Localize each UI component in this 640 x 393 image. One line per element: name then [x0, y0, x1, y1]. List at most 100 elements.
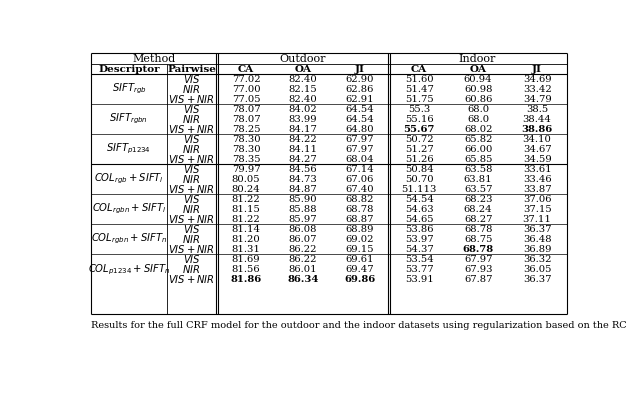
Text: $SIFT_{p1234}$: $SIFT_{p1234}$	[106, 142, 151, 156]
Text: CA: CA	[238, 64, 254, 73]
Text: 84.22: 84.22	[289, 135, 317, 144]
Text: $VIS+NIR$: $VIS+NIR$	[168, 123, 215, 135]
Text: 51.47: 51.47	[404, 84, 433, 94]
Text: 65.82: 65.82	[464, 135, 492, 144]
Text: 67.97: 67.97	[464, 255, 492, 264]
Text: 85.97: 85.97	[289, 215, 317, 224]
Text: 86.07: 86.07	[289, 235, 317, 244]
Text: 63.81: 63.81	[464, 175, 492, 184]
Text: 69.61: 69.61	[346, 255, 374, 264]
Text: 55.67: 55.67	[403, 125, 435, 134]
Text: 67.14: 67.14	[346, 165, 374, 174]
Text: 55.3: 55.3	[408, 105, 430, 114]
Text: 36.37: 36.37	[523, 275, 552, 284]
Text: $VIS+NIR$: $VIS+NIR$	[168, 243, 215, 255]
Text: 68.02: 68.02	[464, 125, 492, 134]
Text: 68.78: 68.78	[464, 225, 492, 234]
Text: Indoor: Indoor	[459, 54, 496, 64]
Text: 84.02: 84.02	[289, 105, 317, 114]
Text: 68.75: 68.75	[464, 235, 492, 244]
Text: 67.40: 67.40	[346, 185, 374, 194]
Text: 83.99: 83.99	[289, 115, 317, 124]
Text: 69.47: 69.47	[346, 265, 374, 274]
Text: 51.26: 51.26	[405, 155, 433, 164]
Text: 86.34: 86.34	[287, 275, 319, 284]
Text: 78.07: 78.07	[232, 115, 260, 124]
Text: 38.5: 38.5	[526, 105, 548, 114]
Text: 65.85: 65.85	[464, 155, 492, 164]
Text: 85.88: 85.88	[289, 205, 317, 214]
Text: 81.31: 81.31	[232, 245, 260, 254]
Text: 33.46: 33.46	[523, 175, 552, 184]
Text: 62.91: 62.91	[346, 95, 374, 104]
Text: 50.72: 50.72	[405, 135, 433, 144]
Text: 78.25: 78.25	[232, 125, 260, 134]
Text: $COL_{p1234}+SIFT_n$: $COL_{p1234}+SIFT_n$	[88, 262, 170, 277]
Text: 81.22: 81.22	[232, 195, 260, 204]
Text: 33.42: 33.42	[523, 84, 552, 94]
Text: 36.89: 36.89	[523, 245, 552, 254]
Text: 62.90: 62.90	[346, 75, 374, 84]
Text: 81.56: 81.56	[232, 265, 260, 274]
Text: 82.15: 82.15	[289, 84, 317, 94]
Text: 78.30: 78.30	[232, 135, 260, 144]
Text: 80.24: 80.24	[232, 185, 260, 194]
Text: 68.27: 68.27	[464, 215, 492, 224]
Text: JI: JI	[355, 64, 365, 73]
Text: 84.56: 84.56	[289, 165, 317, 174]
Text: $NIR$: $NIR$	[182, 203, 201, 215]
Text: 37.06: 37.06	[523, 195, 552, 204]
Text: 53.91: 53.91	[404, 275, 433, 284]
Text: 68.04: 68.04	[346, 155, 374, 164]
Text: Descriptor: Descriptor	[98, 64, 159, 73]
Text: OA: OA	[294, 64, 312, 73]
Text: 68.23: 68.23	[464, 195, 492, 204]
Text: 37.15: 37.15	[523, 205, 552, 214]
Text: 85.90: 85.90	[289, 195, 317, 204]
Text: $VIS$: $VIS$	[182, 163, 200, 175]
Text: 63.58: 63.58	[464, 165, 492, 174]
Text: 50.84: 50.84	[404, 165, 433, 174]
Text: $COL_{rgbn}+SIFT_n$: $COL_{rgbn}+SIFT_n$	[91, 232, 167, 246]
Text: 34.69: 34.69	[523, 75, 552, 84]
Text: 84.27: 84.27	[289, 155, 317, 164]
Text: 33.61: 33.61	[523, 165, 552, 174]
Text: 60.86: 60.86	[464, 95, 492, 104]
Text: 64.54: 64.54	[346, 105, 374, 114]
Text: $VIS$: $VIS$	[182, 223, 200, 235]
Text: 51.75: 51.75	[404, 95, 433, 104]
Text: 81.86: 81.86	[230, 275, 262, 284]
Text: $NIR$: $NIR$	[182, 173, 201, 185]
Text: 77.00: 77.00	[232, 84, 260, 94]
Text: 53.77: 53.77	[405, 265, 433, 274]
Text: 68.89: 68.89	[346, 225, 374, 234]
Text: 68.0: 68.0	[467, 105, 489, 114]
Text: 54.37: 54.37	[404, 245, 433, 254]
Text: 78.30: 78.30	[232, 145, 260, 154]
Text: 51.27: 51.27	[404, 145, 433, 154]
Text: 84.17: 84.17	[289, 125, 317, 134]
Text: 64.80: 64.80	[346, 125, 374, 134]
Text: 63.57: 63.57	[464, 185, 492, 194]
Text: $VIS+NIR$: $VIS+NIR$	[168, 183, 215, 195]
Text: $VIS$: $VIS$	[182, 103, 200, 115]
Text: Results for the full CRF model for the outdoor and the indoor datasets using reg: Results for the full CRF model for the o…	[91, 321, 627, 330]
Text: 68.87: 68.87	[346, 215, 374, 224]
Text: 37.11: 37.11	[523, 215, 552, 224]
Text: 81.22: 81.22	[232, 215, 260, 224]
Text: 68.24: 68.24	[464, 205, 492, 214]
Text: 54.65: 54.65	[405, 215, 433, 224]
Text: 36.37: 36.37	[523, 225, 552, 234]
Text: 69.15: 69.15	[346, 245, 374, 254]
Text: 34.79: 34.79	[523, 95, 552, 104]
Text: 82.40: 82.40	[289, 75, 317, 84]
Text: CA: CA	[411, 64, 427, 73]
Text: 38.86: 38.86	[522, 125, 553, 134]
Text: 68.82: 68.82	[346, 195, 374, 204]
Text: 34.59: 34.59	[523, 155, 552, 164]
Text: 68.78: 68.78	[346, 205, 374, 214]
Text: 78.07: 78.07	[232, 105, 260, 114]
Text: 50.70: 50.70	[405, 175, 433, 184]
Text: 54.63: 54.63	[405, 205, 433, 214]
Text: 79.97: 79.97	[232, 165, 260, 174]
